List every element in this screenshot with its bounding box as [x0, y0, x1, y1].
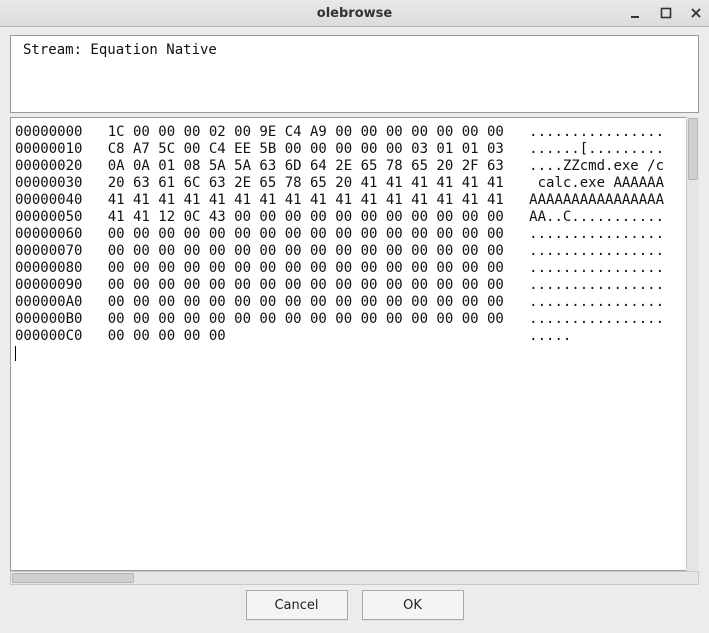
window-controls — [627, 0, 705, 26]
window-title: olebrowse — [0, 6, 709, 21]
window-root: olebrowse Stream: Equation Native 000000… — [0, 0, 709, 633]
client-area: Stream: Equation Native 00000000 1C 00 0… — [0, 27, 709, 633]
horizontal-scroll-thumb[interactable] — [12, 573, 134, 583]
vertical-scroll-thumb[interactable] — [688, 118, 698, 180]
ok-button[interactable]: OK — [362, 590, 464, 620]
minimize-icon[interactable] — [627, 4, 645, 22]
hex-wrap: 00000000 1C 00 00 00 02 00 9E C4 A9 00 0… — [10, 117, 699, 585]
close-icon[interactable] — [687, 4, 705, 22]
vertical-scrollbar[interactable] — [686, 117, 699, 572]
button-row: Cancel OK — [10, 585, 699, 625]
stream-label: Stream: Equation Native — [23, 42, 217, 58]
horizontal-scrollbar[interactable] — [10, 571, 699, 585]
hex-dump[interactable]: 00000000 1C 00 00 00 02 00 9E C4 A9 00 0… — [10, 117, 699, 571]
maximize-icon[interactable] — [657, 4, 675, 22]
cancel-button[interactable]: Cancel — [246, 590, 348, 620]
stream-label-box: Stream: Equation Native — [10, 35, 699, 113]
titlebar[interactable]: olebrowse — [0, 0, 709, 27]
